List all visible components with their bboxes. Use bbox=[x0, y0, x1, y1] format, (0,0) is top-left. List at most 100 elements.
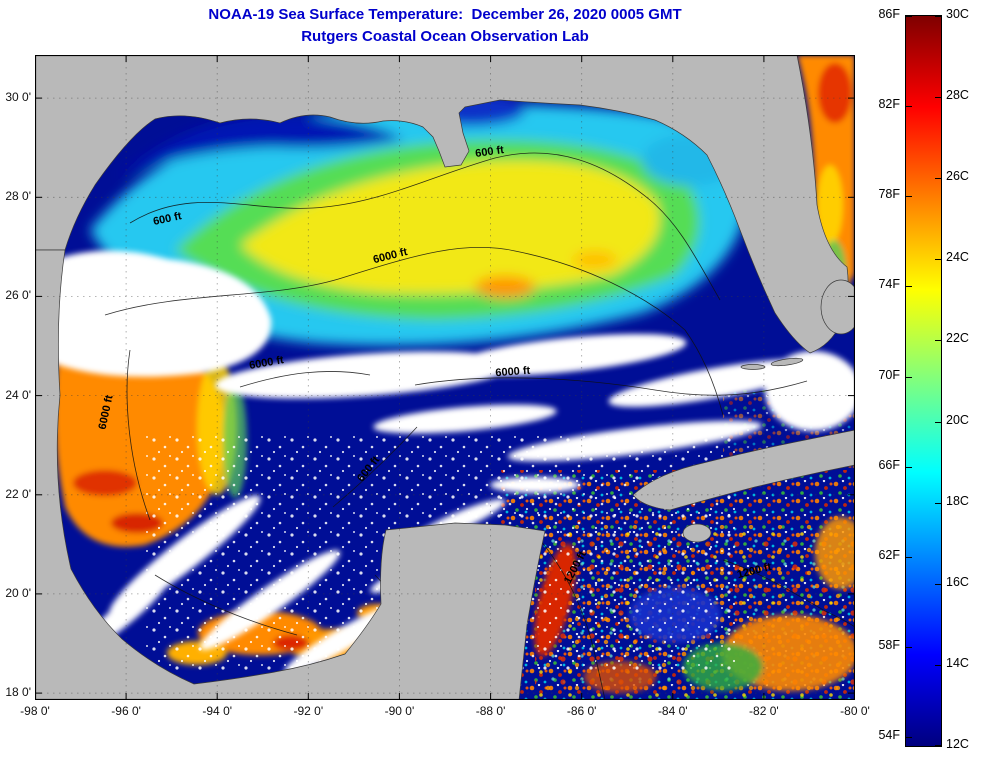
cloud-streak bbox=[215, 351, 515, 399]
y-tick-label: 22 0' bbox=[5, 486, 31, 501]
colorbar-label-fahrenheit: 66F bbox=[878, 457, 900, 472]
x-tick-label: -80 0' bbox=[840, 704, 870, 718]
colorbar-label-celsius: 30C bbox=[946, 7, 969, 21]
sst-warm-fringe bbox=[817, 165, 843, 245]
x-axis: -98 0' -96 0' -94 0' -92 0' -90 0' -88 0' -86 … bbox=[0, 704, 992, 724]
colorbar-label-fahrenheit: 70F bbox=[878, 367, 900, 382]
colorbar-label-celsius: 18C bbox=[946, 493, 969, 508]
colorbar-label-celsius: 22C bbox=[946, 331, 969, 346]
contour-depth-label: 600 ft bbox=[475, 144, 505, 160]
y-tick-label: 20 0' bbox=[5, 585, 31, 600]
colorbar-labels-celsius: 30C 28C 26C 24C 22C 20C 18C 16C 14C 12C bbox=[946, 0, 992, 761]
y-tick-label: 28 0' bbox=[5, 189, 31, 204]
land-bahama-bank bbox=[820, 279, 855, 335]
y-axis: 30 0' 28 0' 26 0' 24 0' 22 0' 20 0' 18 0' bbox=[0, 0, 31, 761]
sst-warm-patch bbox=[573, 251, 617, 269]
contour-southwest bbox=[154, 574, 298, 636]
cloud-streak bbox=[447, 333, 687, 377]
x-tick-label: -90 0' bbox=[384, 704, 415, 718]
colorbar-tick-c bbox=[935, 745, 941, 746]
colorbar-tick-c bbox=[935, 664, 941, 666]
x-tick-label: -92 0' bbox=[293, 704, 324, 718]
y-tick-label: 30 0' bbox=[5, 90, 31, 105]
colorbar-tick-c bbox=[935, 421, 941, 423]
contour-600ft-slope bbox=[332, 426, 418, 508]
figure-header: NOAA-19 Sea Surface Temperature: Decembe… bbox=[35, 4, 855, 48]
colorbar-tick-f bbox=[906, 556, 912, 558]
colorbar-label-fahrenheit: 58F bbox=[878, 637, 900, 652]
figure-title: NOAA-19 Sea Surface Temperature: Decembe… bbox=[208, 6, 682, 23]
sst-hot-streak bbox=[73, 470, 137, 496]
x-tick-label: -94 0' bbox=[202, 704, 233, 718]
colorbar-tick-c bbox=[935, 502, 941, 504]
contour-1200ft bbox=[539, 539, 606, 700]
colorbar-tick-c bbox=[935, 259, 941, 261]
colorbar-label-fahrenheit: 54F bbox=[878, 728, 900, 742]
colorbar-tick-f bbox=[906, 466, 912, 468]
contour-depth-label: 600 ft bbox=[152, 210, 183, 228]
x-tick-label: -88 0' bbox=[475, 704, 506, 718]
colorbar-tick-c bbox=[935, 178, 941, 180]
y-tick-label: 24 0' bbox=[5, 387, 31, 402]
x-tick-label: -82 0' bbox=[749, 704, 779, 718]
land-cuba bbox=[632, 429, 855, 511]
colorbar bbox=[905, 15, 942, 747]
colorbar-tick-f bbox=[906, 376, 912, 378]
colorbar-label-fahrenheit: 82F bbox=[878, 97, 900, 112]
land bbox=[35, 55, 855, 700]
colorbar-label-celsius: 16C bbox=[946, 574, 969, 589]
contour-depth-label: 6000 ft bbox=[495, 365, 531, 379]
colorbar-tick-c bbox=[935, 340, 941, 342]
cloud-streak bbox=[608, 359, 822, 407]
cloud-streak bbox=[373, 404, 557, 434]
contour-6000ft-east bbox=[414, 377, 808, 396]
depth-contours bbox=[104, 152, 855, 700]
x-tick-label: -96 0' bbox=[111, 704, 141, 718]
colorbar-label-fahrenheit: 86F bbox=[878, 7, 900, 21]
sst-warm-patch bbox=[815, 517, 855, 589]
colorbar-tick-f bbox=[906, 646, 912, 648]
colorbar-labels-fahrenheit: 86F 82F 78F 74F 70F 66F 62F 58F 54F bbox=[845, 0, 900, 761]
y-tick-label: 18 0' bbox=[5, 685, 31, 700]
map-plot-area: 600 ft 600 ft 6000 ft 6000 ft 6000 ft 6000 ft… bbox=[35, 55, 855, 700]
colorbar-label-celsius: 28C bbox=[946, 88, 969, 103]
y-tick-label: 26 0' bbox=[5, 288, 31, 303]
colorbar-tick-c bbox=[935, 16, 941, 17]
colorbar-tick-f bbox=[906, 286, 912, 288]
colorbar-tick-c bbox=[935, 97, 941, 99]
colorbar-tick-f bbox=[906, 16, 912, 17]
colorbar-label-fahrenheit: 62F bbox=[878, 547, 900, 562]
colorbar-label-fahrenheit: 74F bbox=[878, 277, 900, 292]
x-tick-label: -86 0' bbox=[566, 704, 597, 718]
contour-6000ft-west bbox=[126, 349, 151, 521]
land-isle-of-youth bbox=[682, 523, 712, 543]
figure-subtitle: Rutgers Coastal Ocean Observation Lab bbox=[301, 28, 589, 45]
plot-border bbox=[35, 55, 855, 700]
colorbar-tick-f bbox=[906, 106, 912, 108]
colorbar-label-celsius: 26C bbox=[946, 169, 969, 184]
sst-coastal-cold-band bbox=[120, 114, 403, 177]
contour-1200ft-east bbox=[722, 559, 855, 628]
colorbar-label-celsius: 12C bbox=[946, 737, 969, 751]
sst-warm-patch bbox=[475, 276, 535, 298]
colorbar-label-celsius: 24C bbox=[946, 250, 969, 265]
sst-hot-patch bbox=[818, 63, 852, 123]
land-mexico-yucatan bbox=[35, 249, 546, 700]
colorbar-tick-f bbox=[906, 196, 912, 198]
x-tick-label: -84 0' bbox=[657, 704, 688, 718]
contour-600ft bbox=[129, 152, 721, 301]
x-tick-label: -98 0' bbox=[20, 704, 50, 718]
axis-ticks bbox=[35, 55, 855, 700]
cloud-region bbox=[765, 351, 855, 431]
colorbar-tick-c bbox=[935, 583, 941, 585]
land-florida-keys bbox=[740, 364, 766, 370]
colorbar-label-fahrenheit: 78F bbox=[878, 187, 900, 202]
sst-warm-core bbox=[240, 160, 660, 294]
cloud-region bbox=[35, 250, 272, 377]
land-florida-keys bbox=[770, 357, 804, 367]
colorbar-label-celsius: 14C bbox=[946, 655, 969, 670]
colorbar-tick-f bbox=[906, 737, 912, 738]
contour-6000ft-branch bbox=[239, 371, 371, 388]
